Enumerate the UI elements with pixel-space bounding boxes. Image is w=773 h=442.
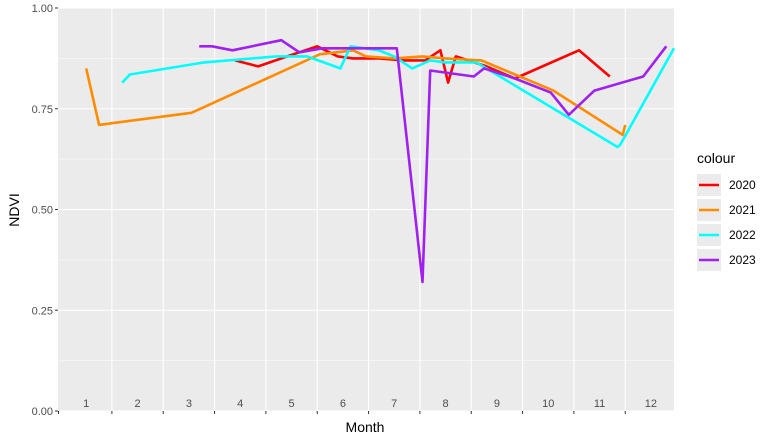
- legend-label-2021: 2021: [729, 203, 756, 217]
- x-axis: 1 2 3 4 5 6 7 8 9 10 11 12: [58, 398, 657, 414]
- x-tick-label: 12: [645, 398, 657, 410]
- x-tick-label: 4: [237, 398, 243, 410]
- legend-label-2020: 2020: [729, 178, 756, 192]
- series-line-2023: [199, 38, 668, 284]
- y-tick-label: 0.50: [32, 205, 53, 217]
- legend-label-2023: 2023: [729, 253, 756, 267]
- x-axis-title: Month: [346, 419, 385, 435]
- legend-title: colour: [697, 150, 735, 166]
- x-tick-label: 1: [83, 398, 89, 410]
- x-tick-label: 2: [135, 398, 141, 410]
- series-lines: [84, 38, 676, 284]
- x-tick-label: 3: [186, 398, 192, 410]
- legend-label-2022: 2022: [729, 228, 756, 242]
- x-tick-label: 8: [443, 398, 449, 410]
- y-tick-label: 0.75: [32, 104, 53, 116]
- y-tick-label: 0.25: [32, 305, 53, 317]
- x-tick-label: 10: [542, 398, 554, 410]
- x-tick-label: 11: [594, 398, 605, 410]
- y-tick-label: 0.00: [32, 406, 53, 418]
- series-line-2021: [84, 48, 627, 137]
- x-tick-label: 7: [391, 398, 397, 410]
- grid-lines: [58, 7, 674, 412]
- series-line-2022: [121, 44, 676, 149]
- y-axis: 0.00 0.25 0.50 0.75 1.00: [32, 3, 58, 418]
- y-tick-label: 1.00: [32, 3, 53, 15]
- legend: colour 2020 2021 2022 2023: [697, 150, 756, 271]
- x-tick-label: 6: [340, 398, 346, 410]
- y-axis-title: NDVI: [6, 193, 22, 226]
- x-tick-label: 9: [494, 398, 500, 410]
- x-tick-label: 5: [289, 398, 295, 410]
